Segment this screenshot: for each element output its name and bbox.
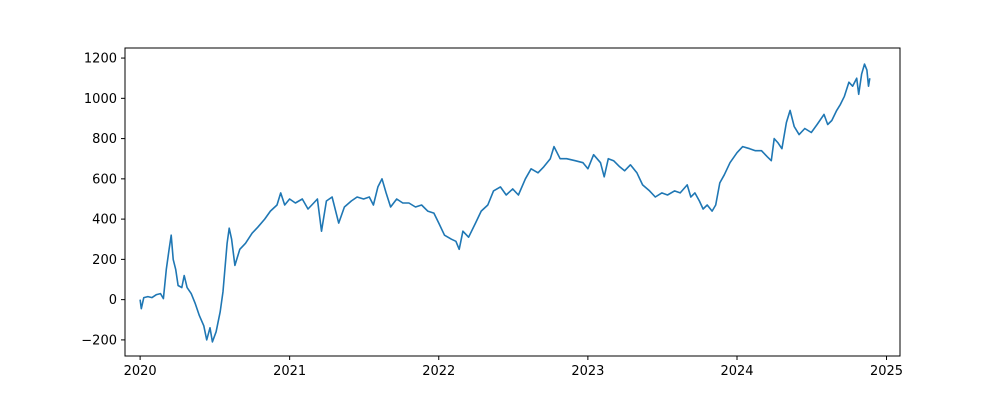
y-tick-label: 1000	[84, 92, 117, 107]
y-tick-label: 0	[109, 293, 117, 308]
plot-lines	[139, 63, 871, 343]
plot-frame	[124, 47, 901, 357]
x-tick-label: 2022	[422, 364, 455, 379]
x-axis: 2020 2021 2022 2023 2024 2025	[124, 356, 903, 379]
x-tick-label: 2023	[571, 364, 604, 379]
y-tick-label: 400	[92, 213, 117, 228]
y-tick-label: 600	[92, 172, 117, 187]
x-tick-label: 2021	[273, 364, 306, 379]
y-tick-label: −200	[81, 333, 117, 348]
x-tick-label: 2024	[720, 364, 753, 379]
x-tick-label: 2025	[870, 364, 903, 379]
series-line	[139, 63, 871, 343]
y-tick-label: 800	[92, 132, 117, 147]
y-tick-label: 200	[92, 253, 117, 268]
y-tick-label: 1200	[84, 52, 117, 67]
x-tick-label: 2020	[124, 364, 157, 379]
y-axis: −200 0 200 400 600 800 1000 1200	[81, 52, 125, 348]
